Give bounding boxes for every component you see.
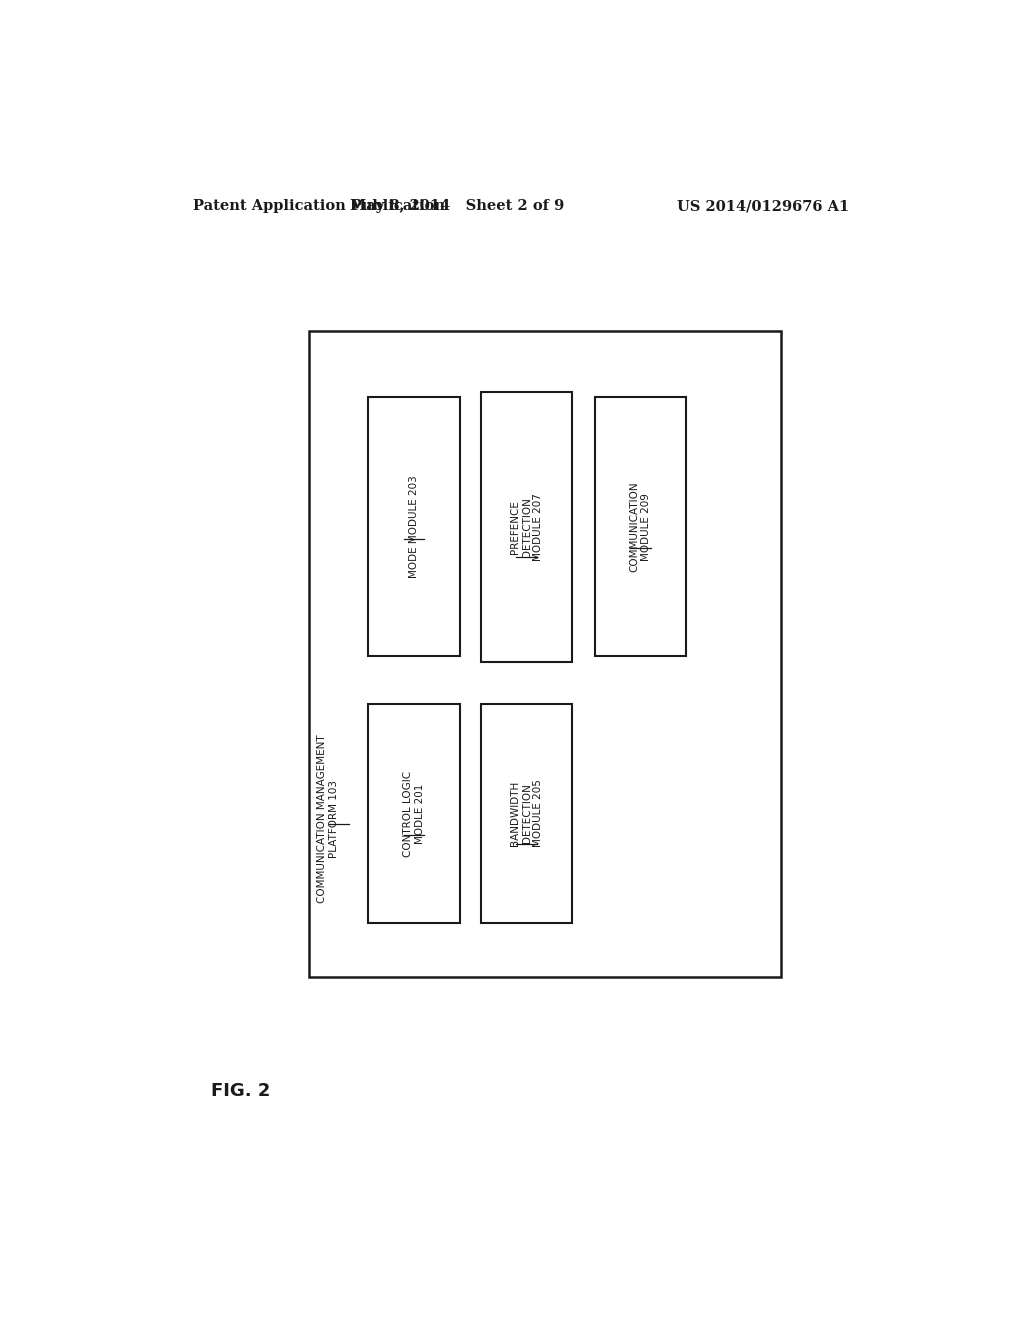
Bar [369, 397, 460, 656]
Bar [481, 704, 572, 923]
Bar [595, 397, 686, 656]
Text: CONTROL LOGIC
MODLE 201: CONTROL LOGIC MODLE 201 [403, 771, 425, 857]
Bar [369, 704, 460, 923]
Text: MODE MODULE 203: MODE MODULE 203 [410, 475, 419, 578]
Bar [309, 331, 781, 977]
Text: PREFENCE
DETECTION
MODULE 207: PREFENCE DETECTION MODULE 207 [510, 492, 544, 561]
Text: FIG. 2: FIG. 2 [211, 1082, 270, 1101]
Text: May 8, 2014   Sheet 2 of 9: May 8, 2014 Sheet 2 of 9 [350, 199, 564, 213]
Text: COMMUNICATION
MODULE 209: COMMUNICATION MODULE 209 [630, 482, 651, 572]
Text: Patent Application Publication: Patent Application Publication [194, 199, 445, 213]
Text: BANDWIDTH
DETECTION
MODULE 205: BANDWIDTH DETECTION MODULE 205 [510, 780, 544, 847]
Text: US 2014/0129676 A1: US 2014/0129676 A1 [677, 199, 849, 213]
Bar [481, 392, 572, 661]
Text: COMMUNICATION MANAGEMENT
PLATFORM 103: COMMUNICATION MANAGEMENT PLATFORM 103 [317, 735, 339, 903]
